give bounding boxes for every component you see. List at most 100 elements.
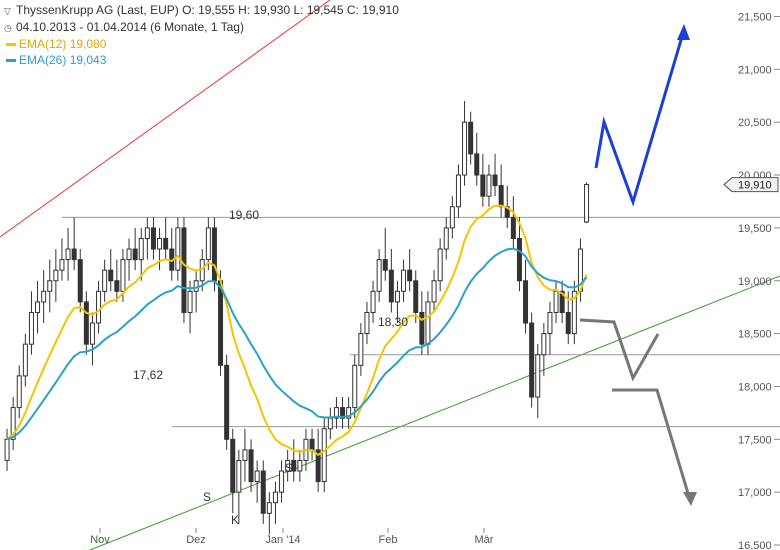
candle-body <box>10 407 16 440</box>
candle-body <box>22 343 28 377</box>
support-trend-line <box>89 275 780 550</box>
ema12-swatch <box>6 43 16 47</box>
candle <box>480 153 486 207</box>
x-tick-label: Dez <box>186 534 206 546</box>
candle-body <box>523 280 529 324</box>
candle-body <box>529 322 535 398</box>
candle-body <box>443 227 449 250</box>
candle <box>370 280 376 324</box>
pattern-label: K <box>231 513 239 527</box>
candle-body <box>559 290 565 313</box>
candle-body <box>419 311 425 345</box>
candle <box>16 365 22 419</box>
y-tick-label: 20,500 <box>738 117 772 129</box>
candle <box>157 227 163 271</box>
blue-projection-arrow <box>594 29 686 207</box>
ema26-line <box>6 247 588 441</box>
candle <box>523 259 529 334</box>
candle <box>53 249 59 302</box>
candle-body <box>486 174 492 197</box>
candle <box>449 196 455 239</box>
candle-body <box>474 153 480 176</box>
candle-body <box>327 417 333 430</box>
candle-body <box>83 301 89 345</box>
candle-body <box>492 174 498 187</box>
legend-ema26[interactable]: EMA(26) 19,043 <box>0 52 399 68</box>
candle <box>492 153 498 197</box>
candle <box>498 164 504 218</box>
level-label: 18,30 <box>378 315 408 329</box>
candle <box>272 481 278 524</box>
candle <box>297 449 303 482</box>
candle-body <box>16 375 22 409</box>
ema12-line <box>6 204 588 457</box>
x-tick-label: Mär <box>475 534 494 546</box>
candle-body <box>230 438 236 493</box>
candle-body <box>535 354 541 398</box>
candle <box>291 439 297 482</box>
candle-body <box>77 259 83 303</box>
candle-body <box>285 459 291 472</box>
projection-arrows <box>579 24 697 506</box>
candle <box>205 217 211 271</box>
candle <box>169 227 175 281</box>
candle-body <box>541 333 547 356</box>
candle-body <box>272 491 278 504</box>
candle-body <box>431 280 437 303</box>
y-tick-label: 18,000 <box>738 381 772 393</box>
candle-body <box>346 407 352 419</box>
candle-body <box>401 269 407 292</box>
candle <box>144 217 150 260</box>
chart-header: ▽ ThyssenKrupp AG (Last, EUP) O: 19,555 H… <box>0 2 399 68</box>
candle <box>230 428 236 514</box>
candle <box>181 217 187 324</box>
header-range: 04.10.2013 - 01.04.2014 (6 Monate, 1 Tag… <box>16 20 244 34</box>
gray-projection-arrow <box>612 388 692 501</box>
candle-body <box>333 407 339 419</box>
candle-body <box>53 269 59 282</box>
legend-ema12[interactable]: EMA(12) 19,080 <box>0 36 399 52</box>
candle <box>96 280 102 334</box>
candle <box>571 280 577 345</box>
y-tick-label: 18,500 <box>738 329 772 341</box>
candle <box>401 259 407 302</box>
candle-body <box>510 216 516 239</box>
candle-body <box>553 290 559 313</box>
candle-body <box>59 259 65 271</box>
candle <box>4 428 10 472</box>
candle-body <box>102 269 108 292</box>
header-title-row: ▽ ThyssenKrupp AG (Last, EUP) O: 19,555 H… <box>0 2 399 19</box>
candle <box>242 428 248 482</box>
candle <box>376 249 382 302</box>
candle-body <box>297 459 303 472</box>
header-range-row: ◷ 04.10.2013 - 01.04.2014 (6 Monate, 1 Ta… <box>0 19 399 36</box>
chevron-down-icon[interactable]: ▽ <box>4 6 11 16</box>
candle <box>529 312 535 408</box>
clock-icon: ◷ <box>4 23 12 33</box>
ema-lines <box>6 204 588 457</box>
candle-body <box>382 259 388 271</box>
ema12-value: 19,080 <box>69 37 107 51</box>
candle-body <box>236 459 242 493</box>
candle <box>254 460 260 503</box>
candle <box>559 280 565 324</box>
header-title: ThyssenKrupp AG (Last, EUP) O: 19,555 H:… <box>16 3 399 17</box>
candle <box>455 164 461 218</box>
candle-body <box>163 237 169 250</box>
candle <box>407 249 413 292</box>
candle <box>187 280 193 334</box>
candle <box>394 280 400 324</box>
candle-body <box>407 269 413 282</box>
x-tick-label: Jan '14 <box>265 534 300 546</box>
candle <box>553 280 559 324</box>
ema12-label: EMA(12) <box>19 37 67 51</box>
candle-body <box>175 227 181 271</box>
resistance-trend-line <box>0 0 331 238</box>
candle-body <box>516 237 522 282</box>
level-label: 17,62 <box>133 368 163 382</box>
candle <box>327 407 333 440</box>
candle-body <box>266 502 272 514</box>
candle-body <box>242 449 248 461</box>
candle <box>468 111 474 165</box>
